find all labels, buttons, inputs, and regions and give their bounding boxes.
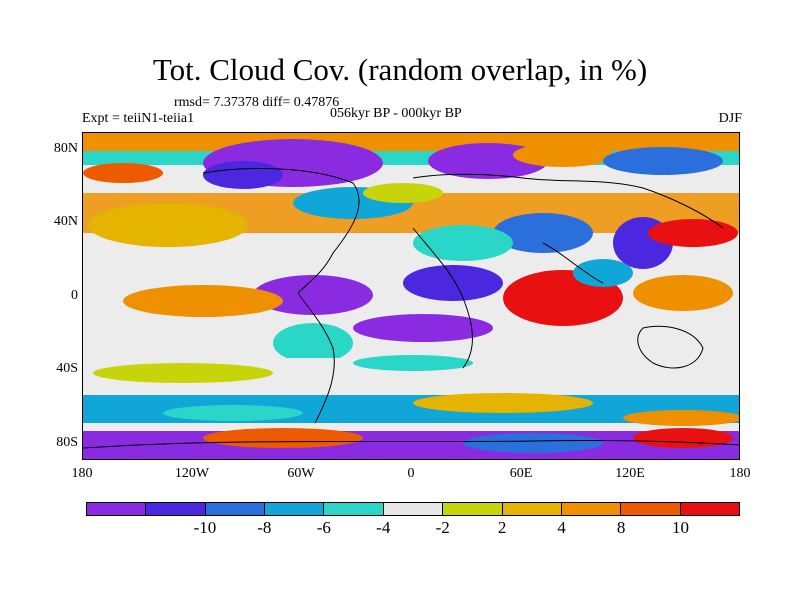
colorbar-box <box>87 503 147 515</box>
x-tick-label: 180 <box>71 466 93 481</box>
colorbar-box <box>205 503 266 515</box>
colorbar-label: -2 <box>435 518 450 537</box>
x-tick-label: 120W <box>174 466 210 481</box>
colorbar-label: -10 <box>193 518 217 537</box>
x-tick-label: 0 <box>407 466 415 481</box>
colorbar-box <box>324 503 384 515</box>
experiment-label: Expt = teiiN1-teiia1 <box>82 111 195 126</box>
map-panel <box>82 132 740 460</box>
colorbar-box <box>502 503 562 515</box>
y-tick-label: 80N <box>53 141 78 156</box>
period-label: 056kyr BP - 000kyr BP <box>330 106 462 121</box>
colorbar-box <box>146 503 206 515</box>
colorbar-label: 8 <box>616 518 626 537</box>
colorbar-label: 4 <box>557 518 566 537</box>
colorbar-box <box>561 503 622 515</box>
x-tick-label: 60E <box>509 466 533 481</box>
colorbar-label: -4 <box>376 518 391 537</box>
y-tick-label: 40S <box>56 361 78 376</box>
colorbar-box <box>680 503 739 515</box>
y-tick-label: 40N <box>53 214 78 229</box>
colorbar-label: 2 <box>497 518 507 537</box>
stats-label: rmsd= 7.37378 diff= 0.47876 <box>174 95 340 110</box>
y-tick-label: 80S <box>56 435 78 450</box>
y-tick-label: 0 <box>71 288 78 303</box>
colorbar-label: -6 <box>316 518 331 537</box>
colorbar <box>86 502 740 516</box>
x-tick-label: 120E <box>615 466 645 481</box>
colorbar-label: -8 <box>257 518 272 537</box>
x-tick-label: 60W <box>287 466 315 481</box>
colorbar-box <box>383 503 444 515</box>
colorbar-label: 10 <box>672 518 690 537</box>
colorbar-box <box>265 503 325 515</box>
x-tick-label: 180 <box>729 466 751 481</box>
anomaly-map <box>83 133 739 459</box>
colorbar-box <box>443 503 503 515</box>
plot-title: Tot. Cloud Cov. (random overlap, in %) <box>152 52 648 87</box>
season-label: DJF <box>718 111 742 126</box>
colorbar-box <box>621 503 681 515</box>
